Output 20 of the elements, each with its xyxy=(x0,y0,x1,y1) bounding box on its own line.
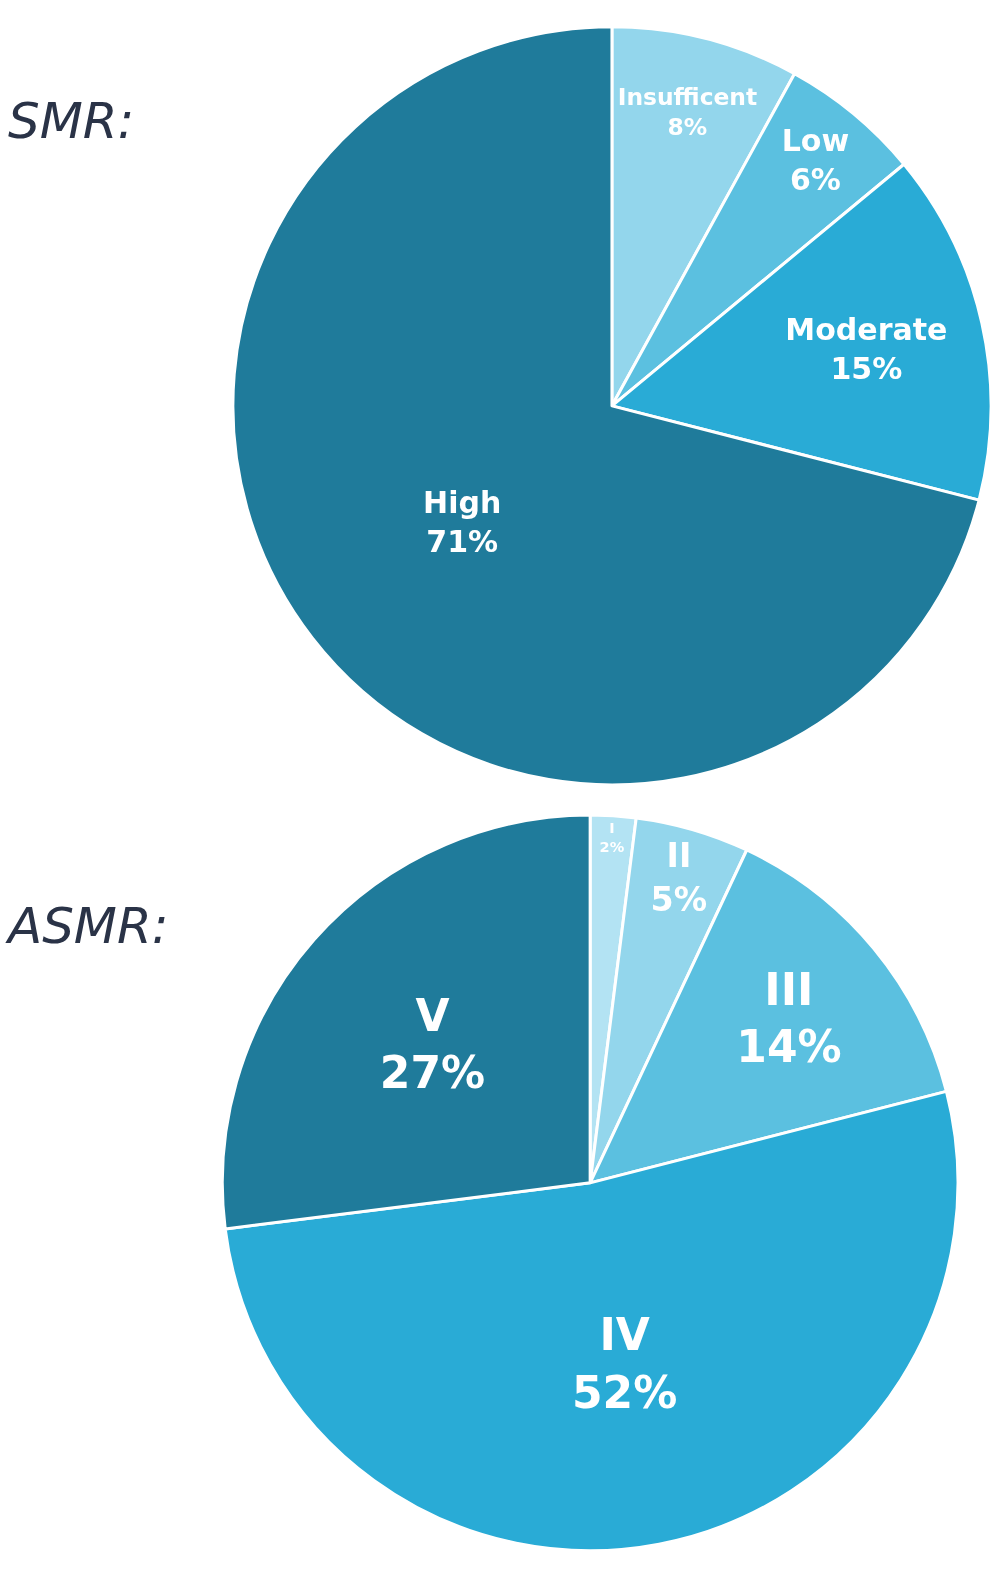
slice-label: V xyxy=(415,989,450,1041)
data-label: 71% xyxy=(426,524,499,560)
data-label: 5% xyxy=(650,879,708,919)
slice-label: Moderate xyxy=(785,311,948,347)
slice-label: Low xyxy=(781,122,850,158)
data-label: 52% xyxy=(571,1366,678,1418)
slice-label: I xyxy=(609,820,615,837)
text: ASMR: xyxy=(4,896,169,955)
data-label: 6% xyxy=(789,161,841,197)
data-label: 2% xyxy=(599,838,625,855)
text: SMR: xyxy=(7,91,135,150)
data-label: 8% xyxy=(667,113,708,142)
data-label: 14% xyxy=(736,1021,842,1073)
slice-label: Insufficent xyxy=(617,82,758,111)
slice-label: IV xyxy=(599,1309,650,1361)
slice-label: High xyxy=(423,485,502,521)
data-label: 15% xyxy=(830,350,903,386)
data-label: 27% xyxy=(379,1046,486,1098)
slice-label: II xyxy=(666,836,692,876)
slice-label: III xyxy=(764,964,814,1016)
